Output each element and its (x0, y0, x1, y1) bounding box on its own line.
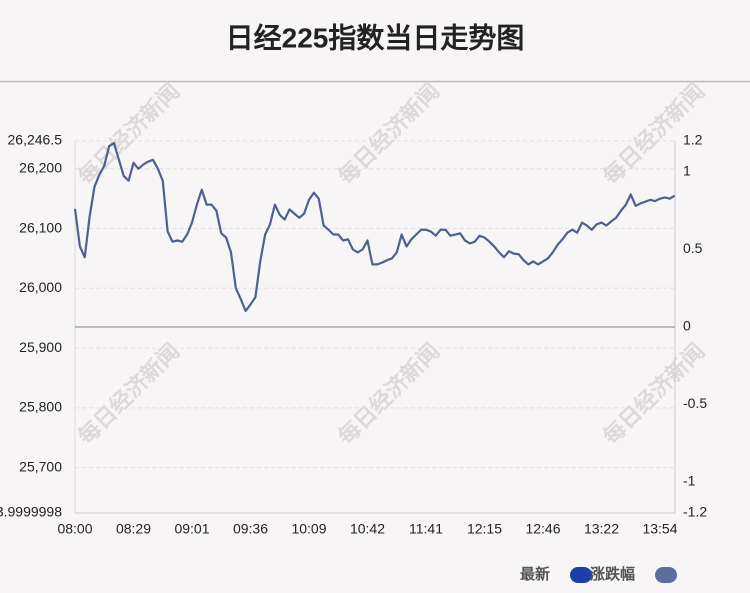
y-tick-label: 25,623.9999998 (0, 504, 62, 520)
y2-tick-label: -1.2 (683, 504, 707, 520)
y2-tick-label: 0 (683, 318, 691, 334)
y2-tick-label: 1 (683, 163, 691, 179)
price-line (73, 141, 676, 313)
watermark: 每日经济新闻 (333, 338, 444, 449)
y2-tick-label: 0.5 (683, 240, 703, 256)
x-tick-label: 08:29 (116, 521, 151, 537)
y2-tick-label: -1 (683, 473, 696, 489)
watermark: 每日经济新闻 (598, 338, 709, 449)
y-tick-label: 25,900 (19, 339, 62, 355)
y2-tick-label: -0.5 (683, 395, 707, 411)
legend-label: 涨跌幅 (590, 565, 635, 583)
legend-swatch (655, 567, 677, 583)
watermark: 每日经济新闻 (73, 78, 184, 189)
y-tick-label: 26,200 (19, 159, 62, 175)
x-tick-label: 10:09 (291, 521, 326, 537)
x-tick-label: 12:15 (467, 521, 502, 537)
x-tick-label: 09:36 (233, 521, 268, 537)
x-tick-label: 13:54 (642, 521, 677, 537)
y-tick-label: 25,700 (19, 458, 62, 474)
x-tick-label: 11:41 (409, 521, 443, 537)
x-tick-label: 12:46 (525, 521, 560, 537)
watermark: 每日经济新闻 (73, 338, 184, 449)
x-tick-label: 09:01 (174, 521, 209, 537)
y-tick-label: 26,246.5 (8, 132, 63, 148)
y-tick-label: 26,000 (19, 279, 62, 295)
watermark: 每日经济新闻 (333, 78, 444, 189)
legend-swatch (570, 567, 592, 583)
y-tick-label: 25,800 (19, 399, 62, 415)
x-tick-label: 13:22 (584, 521, 619, 537)
x-tick-label: 08:00 (57, 521, 92, 537)
y2-tick-label: 1.2 (683, 132, 703, 148)
y-tick-label: 26,100 (19, 219, 62, 235)
chart-title: 日经225指数当日走势图 (226, 21, 525, 53)
legend-label: 最新 (520, 565, 550, 583)
x-tick-label: 10:42 (350, 521, 385, 537)
